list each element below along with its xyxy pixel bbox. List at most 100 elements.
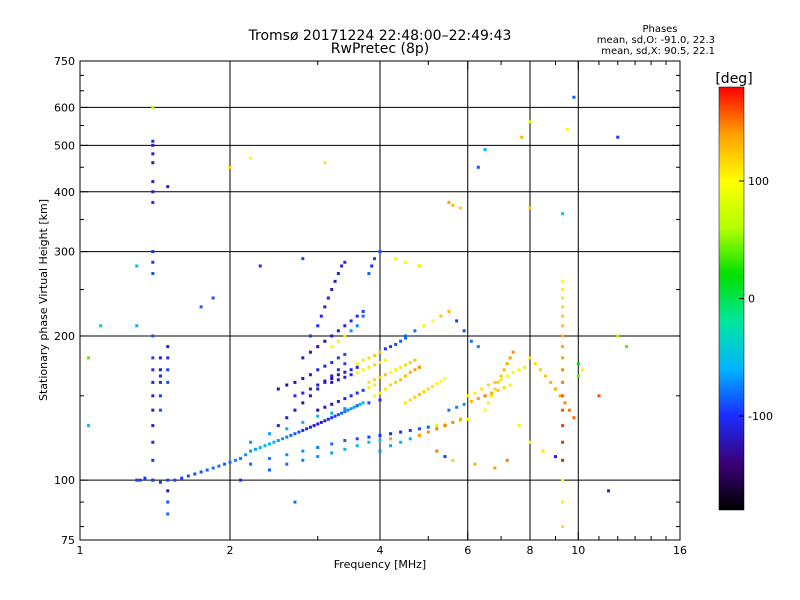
echo-point (455, 405, 459, 409)
echo-point (343, 410, 347, 414)
echo-point (367, 365, 371, 369)
x-tick-label: 4 (377, 544, 384, 557)
echo-point (199, 305, 203, 309)
echo-point (561, 314, 565, 318)
echo-point (403, 374, 407, 378)
echo-point (435, 424, 439, 428)
echo-point (343, 362, 347, 366)
echo-point (439, 379, 443, 383)
echo-point (490, 394, 494, 398)
echo-point (367, 356, 371, 360)
echo-point (367, 386, 371, 390)
echo-point (483, 394, 487, 398)
echo-point (367, 272, 371, 276)
echo-point (394, 380, 398, 384)
echo-point (151, 368, 155, 372)
echo-point (493, 466, 497, 470)
echo-point (244, 453, 248, 457)
echo-point (249, 449, 253, 453)
echo-point (544, 374, 548, 378)
echo-point (301, 391, 305, 395)
echo-point (267, 456, 271, 460)
echo-point (553, 455, 557, 459)
echo-point (276, 424, 280, 428)
echo-point (394, 257, 398, 261)
x-tick-label: 8 (527, 544, 534, 557)
echo-point (293, 380, 297, 384)
echo-point (373, 354, 377, 358)
echo-point (511, 350, 515, 354)
echo-point (336, 329, 340, 333)
colorbar-tick-label: -100 (748, 410, 773, 423)
echo-point (422, 390, 426, 394)
echo-point (439, 314, 443, 318)
echo-point (312, 424, 316, 428)
echo-point (308, 334, 312, 338)
x-tick-label: 2 (227, 544, 234, 557)
echo-point (285, 453, 289, 457)
echo-point (323, 405, 327, 409)
echo-point (355, 370, 359, 374)
echo-point (151, 394, 155, 398)
echo-point (343, 370, 347, 374)
echo-point (293, 394, 297, 398)
echo-point (301, 428, 305, 432)
echo-point (151, 139, 155, 143)
echo-point (443, 424, 447, 428)
echo-point (378, 350, 382, 354)
chart-title: Tromsø 20171224 22:48:00–22:49:43 (248, 28, 512, 44)
echo-point (389, 345, 393, 349)
echo-point (323, 305, 327, 309)
echo-point (389, 437, 393, 441)
x-tick-labels: 1 2 4 6 8 10 16 (77, 544, 688, 557)
echo-point (561, 380, 565, 384)
echo-point (211, 296, 215, 300)
echo-point (361, 388, 365, 392)
echo-point (308, 350, 312, 354)
y-tick-label: 300 (54, 246, 75, 259)
echo-point (138, 478, 142, 482)
echo-point (422, 324, 426, 328)
echo-point (451, 420, 455, 424)
echo-point (483, 408, 487, 412)
echo-point (343, 439, 347, 443)
echo-point (417, 433, 421, 437)
echo-point (417, 427, 421, 431)
echo-point (308, 425, 312, 429)
echo-point (408, 428, 412, 432)
echo-point (308, 394, 312, 398)
echo-point (473, 462, 477, 466)
echo-point (511, 370, 515, 374)
echo-point (435, 382, 439, 386)
echo-point (389, 432, 393, 436)
echo-point (561, 408, 565, 412)
echo-point (378, 449, 382, 453)
y-tick-label: 75 (61, 534, 75, 547)
echo-point (180, 476, 184, 480)
echo-point (316, 368, 320, 372)
echo-point (458, 206, 462, 210)
echo-point (370, 264, 374, 268)
echo-point (301, 449, 305, 453)
echo-point (166, 345, 170, 349)
echo-point (561, 394, 565, 398)
echo-point (451, 203, 455, 207)
echo-point (323, 339, 327, 343)
echo-point (523, 365, 527, 369)
echo-point (301, 401, 305, 405)
echo-point (276, 387, 280, 391)
echo-point (293, 408, 297, 412)
echo-point (378, 375, 382, 379)
y-tick-labels: 75 100 200 300 400 500 600 750 (54, 55, 75, 547)
echo-point (285, 416, 289, 420)
echo-point (343, 397, 347, 401)
echo-point (486, 401, 490, 405)
echo-point (166, 356, 170, 360)
echo-point (403, 363, 407, 367)
echo-point (561, 440, 565, 444)
echo-point (561, 305, 565, 309)
echo-point (99, 324, 103, 328)
echo-point (361, 401, 365, 405)
x-tick-label: 10 (571, 544, 585, 557)
